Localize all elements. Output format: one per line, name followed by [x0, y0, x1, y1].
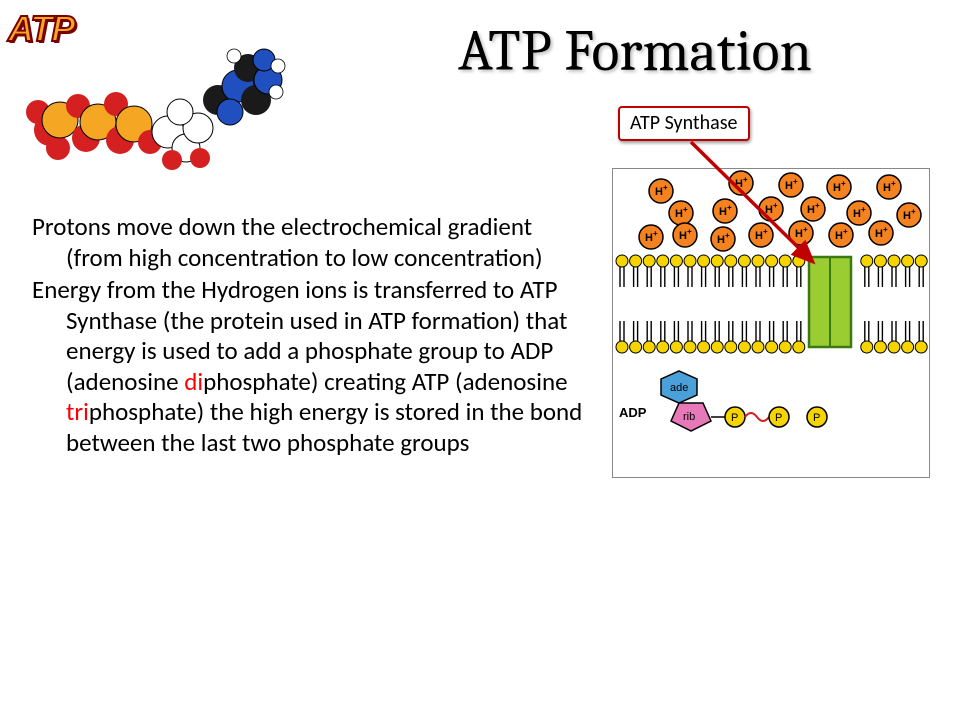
svg-text:+: +: [683, 205, 688, 214]
svg-text:P: P: [731, 412, 738, 424]
svg-text:H: H: [719, 206, 727, 218]
svg-text:+: +: [687, 227, 692, 236]
svg-text:+: +: [773, 201, 778, 210]
svg-text:H: H: [655, 186, 663, 198]
svg-text:+: +: [891, 179, 896, 188]
svg-text:H: H: [679, 230, 687, 242]
svg-text:+: +: [725, 231, 730, 240]
svg-text:H: H: [853, 208, 861, 220]
svg-text:+: +: [843, 227, 848, 236]
paragraph-1: Protons move down the electrochemical gr…: [32, 212, 592, 273]
svg-text:P: P: [813, 412, 820, 424]
svg-text:H: H: [835, 230, 843, 242]
svg-text:ade: ade: [670, 382, 688, 394]
svg-text:+: +: [663, 183, 668, 192]
svg-text:+: +: [793, 177, 798, 186]
svg-text:P: P: [775, 412, 782, 424]
svg-text:H: H: [735, 178, 743, 190]
svg-text:H: H: [795, 228, 803, 240]
svg-text:H: H: [755, 230, 763, 242]
svg-text:H: H: [645, 232, 653, 244]
atp-synthase-callout: ATP Synthase: [618, 106, 750, 141]
svg-text:H: H: [765, 204, 773, 216]
svg-text:+: +: [763, 227, 768, 236]
body-text: Protons move down the electrochemical gr…: [32, 212, 592, 460]
svg-text:+: +: [861, 205, 866, 214]
atp-molecule-illustration: [20, 40, 300, 200]
svg-text:+: +: [815, 201, 820, 210]
svg-text:+: +: [653, 229, 658, 238]
svg-text:+: +: [743, 175, 748, 184]
svg-text:H: H: [875, 228, 883, 240]
svg-text:+: +: [803, 225, 808, 234]
svg-text:+: +: [883, 225, 888, 234]
adp-label: ADP: [619, 405, 647, 420]
svg-text:H: H: [717, 234, 725, 246]
svg-text:+: +: [911, 207, 916, 216]
page-title: ATP Formation: [350, 18, 920, 85]
svg-text:rib: rib: [683, 411, 695, 423]
svg-text:H: H: [675, 208, 683, 220]
svg-text:H: H: [785, 180, 793, 192]
svg-text:+: +: [841, 179, 846, 188]
svg-text:H: H: [807, 204, 815, 216]
svg-text:H: H: [833, 182, 841, 194]
svg-text:+: +: [727, 203, 732, 212]
membrane-diagram: H+H+H+H+H+H+H+H+H+H+H+H+H+H+H+H+H+H+ ADP…: [612, 168, 930, 478]
paragraph-2: Energy from the Hydrogen ions is transfe…: [32, 275, 592, 458]
svg-text:H: H: [903, 210, 911, 222]
svg-text:H: H: [883, 182, 891, 194]
